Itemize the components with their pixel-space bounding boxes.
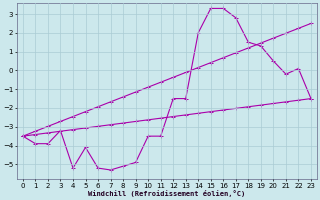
X-axis label: Windchill (Refroidissement éolien,°C): Windchill (Refroidissement éolien,°C) (88, 190, 245, 197)
